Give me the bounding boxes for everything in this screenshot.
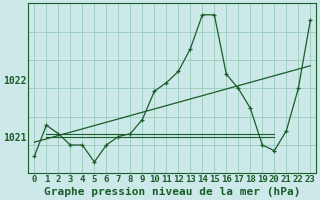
X-axis label: Graphe pression niveau de la mer (hPa): Graphe pression niveau de la mer (hPa) bbox=[44, 186, 300, 197]
